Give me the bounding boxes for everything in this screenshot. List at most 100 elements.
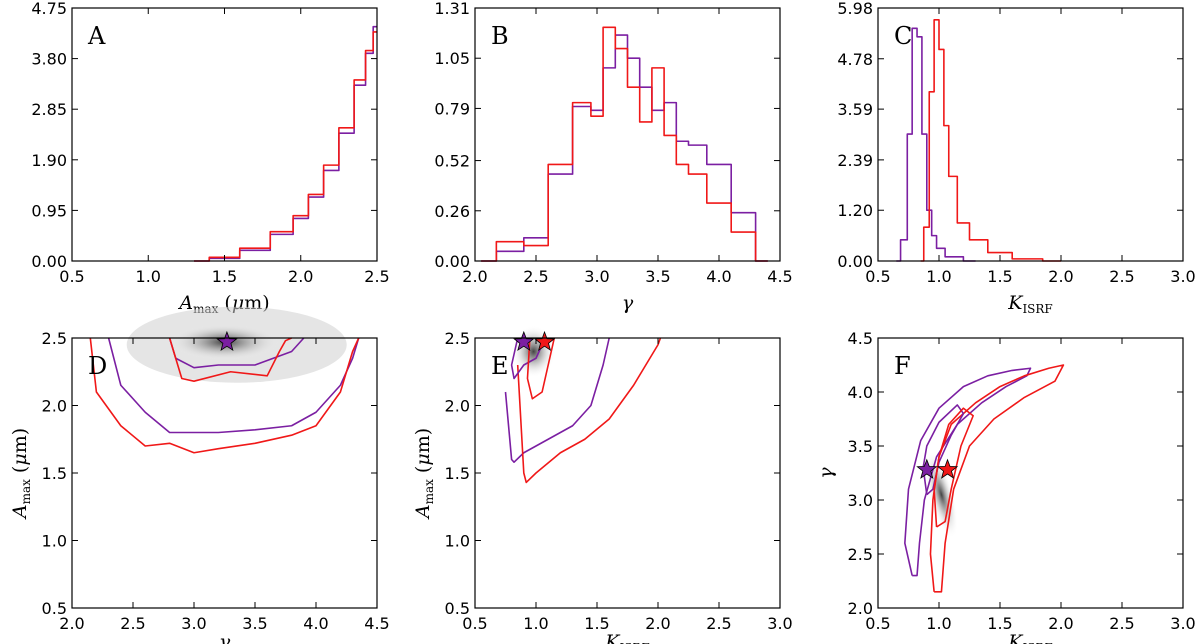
series-line-red: [481, 26, 768, 262]
y-tick-label: 2.0: [445, 397, 470, 416]
x-tick-label: 2.5: [523, 267, 548, 286]
x-tick-label: 4.5: [767, 267, 792, 286]
series-line-purple: [194, 25, 377, 262]
y-tick-label: 4.78: [837, 50, 873, 69]
y-tick-label: 4.0: [848, 383, 873, 402]
x-tick-label: 4.0: [706, 267, 731, 286]
star-marker-purple: [513, 330, 535, 352]
axis-label: KISRF: [604, 631, 650, 644]
axis-label: KISRF: [1007, 292, 1053, 316]
x-tick-label: 4.5: [364, 614, 389, 633]
y-tick-label: 2.39: [837, 151, 873, 170]
panel-label: F: [894, 352, 911, 380]
panel-label: E: [491, 352, 509, 380]
axis-label: KISRF: [1007, 631, 1053, 644]
series-line-red: [920, 19, 1061, 262]
y-tick-label: 1.0: [42, 532, 67, 551]
x-tick-label: 1.5: [584, 614, 609, 633]
amax-subscript: max: [19, 479, 33, 505]
y-tick-label: 4.75: [31, 0, 67, 18]
y-tick-label: 3.59: [837, 100, 873, 119]
series-line-purple-outer: [504, 337, 610, 463]
y-tick-label: 0.5: [42, 599, 67, 618]
x-tick-label: 0.5: [865, 267, 890, 286]
series-line-red-outer: [516, 337, 662, 484]
x-tick-label: 1.0: [136, 267, 161, 286]
y-tick-label: 0.79: [434, 99, 470, 118]
panel-A: 0.5 1.0 1.5 2.0 2.5 0.00 0.95 1.90 2.85 3.80 4.75 A…: [31, 0, 389, 316]
x-tick-label: 2.5: [364, 267, 389, 286]
x-tick-label: 3.0: [767, 614, 792, 633]
x-tick-label: 3.0: [1170, 614, 1195, 633]
series-line-purple-outer: [904, 367, 1032, 577]
x-tick-label: 3.5: [242, 614, 267, 633]
axis-label: γ: [219, 631, 231, 644]
x-tick-label: 2.0: [59, 614, 84, 633]
x-tick-label: 3.0: [181, 614, 206, 633]
series-line-purple-outer: [107, 337, 360, 434]
x-tick-label: 0.5: [865, 614, 890, 633]
x-tick-label: 1.5: [212, 267, 237, 286]
panel-label: C: [894, 22, 912, 50]
amax-symbol: A: [9, 504, 31, 520]
x-tick-label: 2.5: [1109, 614, 1134, 633]
y-tick-label: 4.5: [848, 329, 873, 348]
x-tick-label: 2.5: [706, 614, 731, 633]
panel-label: B: [491, 22, 509, 50]
gamma-symbol: γ: [219, 631, 231, 644]
x-tick-label: 3.0: [584, 267, 609, 286]
gamma-symbol: γ: [815, 467, 837, 479]
amax-unit-mu: μ: [412, 453, 434, 465]
y-tick-label: 1.5: [42, 464, 67, 483]
x-tick-label: 2.0: [1048, 267, 1073, 286]
x-tick-label: 2.5: [1109, 267, 1134, 286]
y-tick-label: 2.85: [31, 100, 67, 119]
y-tick-label: 1.0: [445, 532, 470, 551]
x-tick-label: 4.0: [303, 614, 328, 633]
axis-label: γ: [815, 467, 837, 479]
axis-label: γ: [622, 292, 634, 314]
series-line-purple: [481, 34, 768, 262]
amax-unit-mu: μ: [9, 453, 31, 465]
kisrf-symbol: K: [604, 631, 621, 644]
amax-symbol: A: [412, 504, 434, 520]
kisrf-subscript: ISRF: [619, 641, 649, 644]
y-tick-label: 2.5: [848, 545, 873, 564]
series-line-red-inner: [526, 337, 556, 400]
x-tick-label: 2.0: [645, 614, 670, 633]
series-line-red-outer: [89, 337, 360, 454]
x-tick-label: 1.0: [926, 267, 951, 286]
y-tick-label: 3.0: [848, 491, 873, 510]
star-marker-purple: [216, 330, 238, 352]
axis-label: Amax (μm): [412, 428, 436, 520]
y-tick-label: 1.20: [837, 201, 873, 220]
x-tick-label: 1.0: [926, 614, 951, 633]
y-tick-label: 2.5: [445, 329, 470, 348]
y-tick-label: 2.0: [42, 397, 67, 416]
kisrf-symbol: K: [1007, 631, 1024, 644]
axes-frame: [474, 337, 781, 609]
amax-unit-rest: m): [9, 428, 31, 453]
y-tick-label: 3.80: [31, 50, 67, 69]
y-tick-label: 0.5: [445, 599, 470, 618]
x-tick-label: 0.5: [462, 614, 487, 633]
y-tick-label: 0.00: [434, 252, 470, 271]
kisrf-subscript: ISRF: [1022, 302, 1052, 316]
panel-F: 0.5 1.0 1.5 2.0 2.5 3.0 2.0 2.5 3.0 3.5 4.0 4.5 F KIS…: [815, 329, 1196, 644]
y-tick-label: 0.00: [837, 252, 873, 271]
kisrf-subscript: ISRF: [1022, 641, 1052, 644]
axis-label: Amax (μm): [9, 428, 33, 520]
x-tick-label: 1.5: [987, 267, 1012, 286]
y-tick-label: 1.5: [445, 464, 470, 483]
y-tick-label: 1.05: [434, 49, 470, 68]
x-tick-label: 2.0: [462, 267, 487, 286]
axes-frame: [877, 7, 1184, 262]
x-tick-label: 3.5: [645, 267, 670, 286]
series-line-red: [194, 31, 377, 262]
y-tick-label: 2.0: [848, 599, 873, 618]
star-marker-red: [533, 330, 556, 352]
series-line-purple: [896, 27, 976, 262]
gamma-symbol: γ: [622, 292, 634, 314]
y-tick-label: 0.95: [31, 201, 67, 220]
